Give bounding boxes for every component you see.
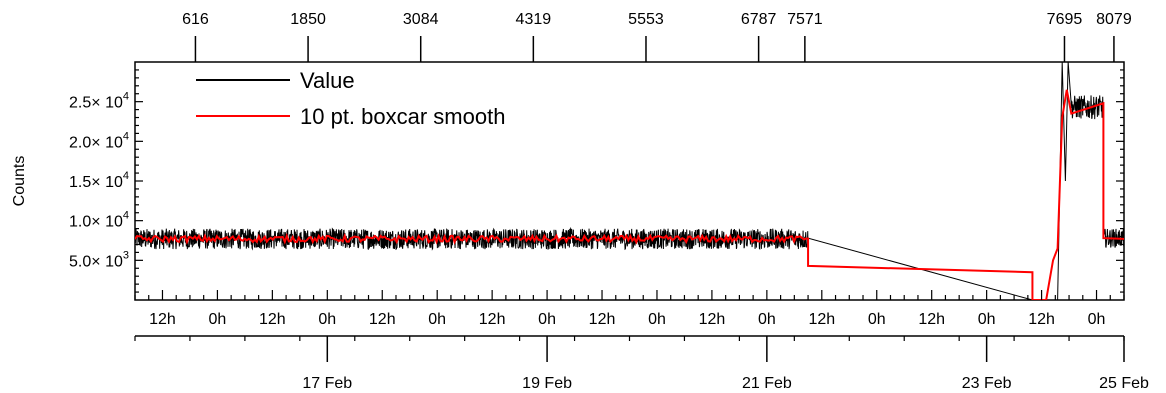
hour-tick-label: 0h	[868, 311, 886, 328]
hour-tick-label: 0h	[758, 311, 776, 328]
index-tick-label: 1850	[290, 11, 326, 28]
index-tick-label: 7571	[787, 11, 823, 28]
series-value-line	[135, 62, 1124, 300]
hour-tick-label: 0h	[1088, 311, 1106, 328]
y-tick-mantissa: 2.5	[69, 95, 91, 112]
date-tick-label: 23 Feb	[962, 375, 1012, 392]
hour-tick-label: 12h	[149, 311, 176, 328]
date-tick-label: 25 Feb	[1099, 375, 1149, 392]
date-axis: 17 Feb 19 Feb 21 Feb 23 Feb 25 Feb	[134, 335, 1149, 392]
hour-tick-label: 12h	[479, 311, 506, 328]
date-tick-label: 19 Feb	[522, 375, 572, 392]
hour-tick-label: 12h	[918, 311, 945, 328]
index-tick-label: 6787	[741, 11, 777, 28]
hour-tick-label: 12h	[369, 311, 396, 328]
hour-tick-label: 12h	[808, 311, 835, 328]
y-tick-times: × 10	[91, 214, 123, 231]
top-index-axis: 616 1850 3084 4319 5553 6787 7571 7695 8079	[182, 11, 1132, 62]
hour-tick-label: 0h	[978, 311, 996, 328]
plot-area	[134, 61, 1125, 301]
plot-frame	[134, 61, 1125, 301]
y-tick-label: 5.0× 103	[69, 249, 129, 270]
hour-tick-label: 12h	[1028, 311, 1055, 328]
y-tick-mantissa: 2.0	[69, 134, 91, 151]
y-tick-label: 2.5× 104	[69, 91, 129, 112]
index-tick-label: 8079	[1096, 11, 1132, 28]
y-tick-mantissa: 1.5	[69, 174, 91, 191]
hour-tick-label: 12h	[589, 311, 616, 328]
date-tick-label: 17 Feb	[302, 375, 352, 392]
legend-label: 10 pt. boxcar smooth	[300, 104, 505, 129]
y-tick-exponent: 4	[123, 170, 129, 182]
y-tick-mantissa: 5.0	[69, 253, 91, 270]
hour-axis: 12h 0h 12h 0h 12h 0h 12h 0h 12h 0h 12h 0h 12h 0h 12h 0h…	[134, 290, 1125, 328]
y-tick-exponent: 4	[123, 130, 129, 142]
y-tick-exponent: 4	[123, 210, 129, 222]
hour-tick-label: 12h	[699, 311, 726, 328]
hour-tick-label: 0h	[209, 311, 227, 328]
hour-tick-label: 0h	[648, 311, 666, 328]
y-tick-label: 1.5× 104	[69, 170, 129, 191]
legend-label: Value	[300, 68, 355, 93]
index-tick-label: 616	[182, 11, 209, 28]
index-tick-label: 7695	[1047, 11, 1083, 28]
y-tick-label: 1.0× 104	[69, 210, 129, 231]
y-tick-label: 2.0× 104	[69, 130, 129, 151]
hour-tick-label: 0h	[538, 311, 556, 328]
y-tick-exponent: 4	[123, 91, 129, 103]
index-tick-label: 4319	[516, 11, 552, 28]
y-axis-title: Counts	[11, 156, 28, 207]
y-tick-times: × 10	[91, 134, 123, 151]
date-tick-label: 21 Feb	[742, 375, 792, 392]
hour-tick-label: 0h	[428, 311, 446, 328]
index-tick-label: 3084	[403, 11, 439, 28]
y-tick-mantissa: 1.0	[69, 214, 91, 231]
hour-tick-label: 12h	[259, 311, 286, 328]
y-tick-times: × 10	[91, 95, 123, 112]
legend: Value 10 pt. boxcar smooth	[196, 68, 505, 129]
y-tick-times: × 10	[91, 174, 123, 191]
index-tick-label: 5553	[628, 11, 664, 28]
series-smooth-line	[135, 89, 1124, 300]
y-tick-exponent: 3	[123, 249, 129, 261]
hour-tick-label: 0h	[318, 311, 336, 328]
y-tick-times: × 10	[91, 253, 123, 270]
